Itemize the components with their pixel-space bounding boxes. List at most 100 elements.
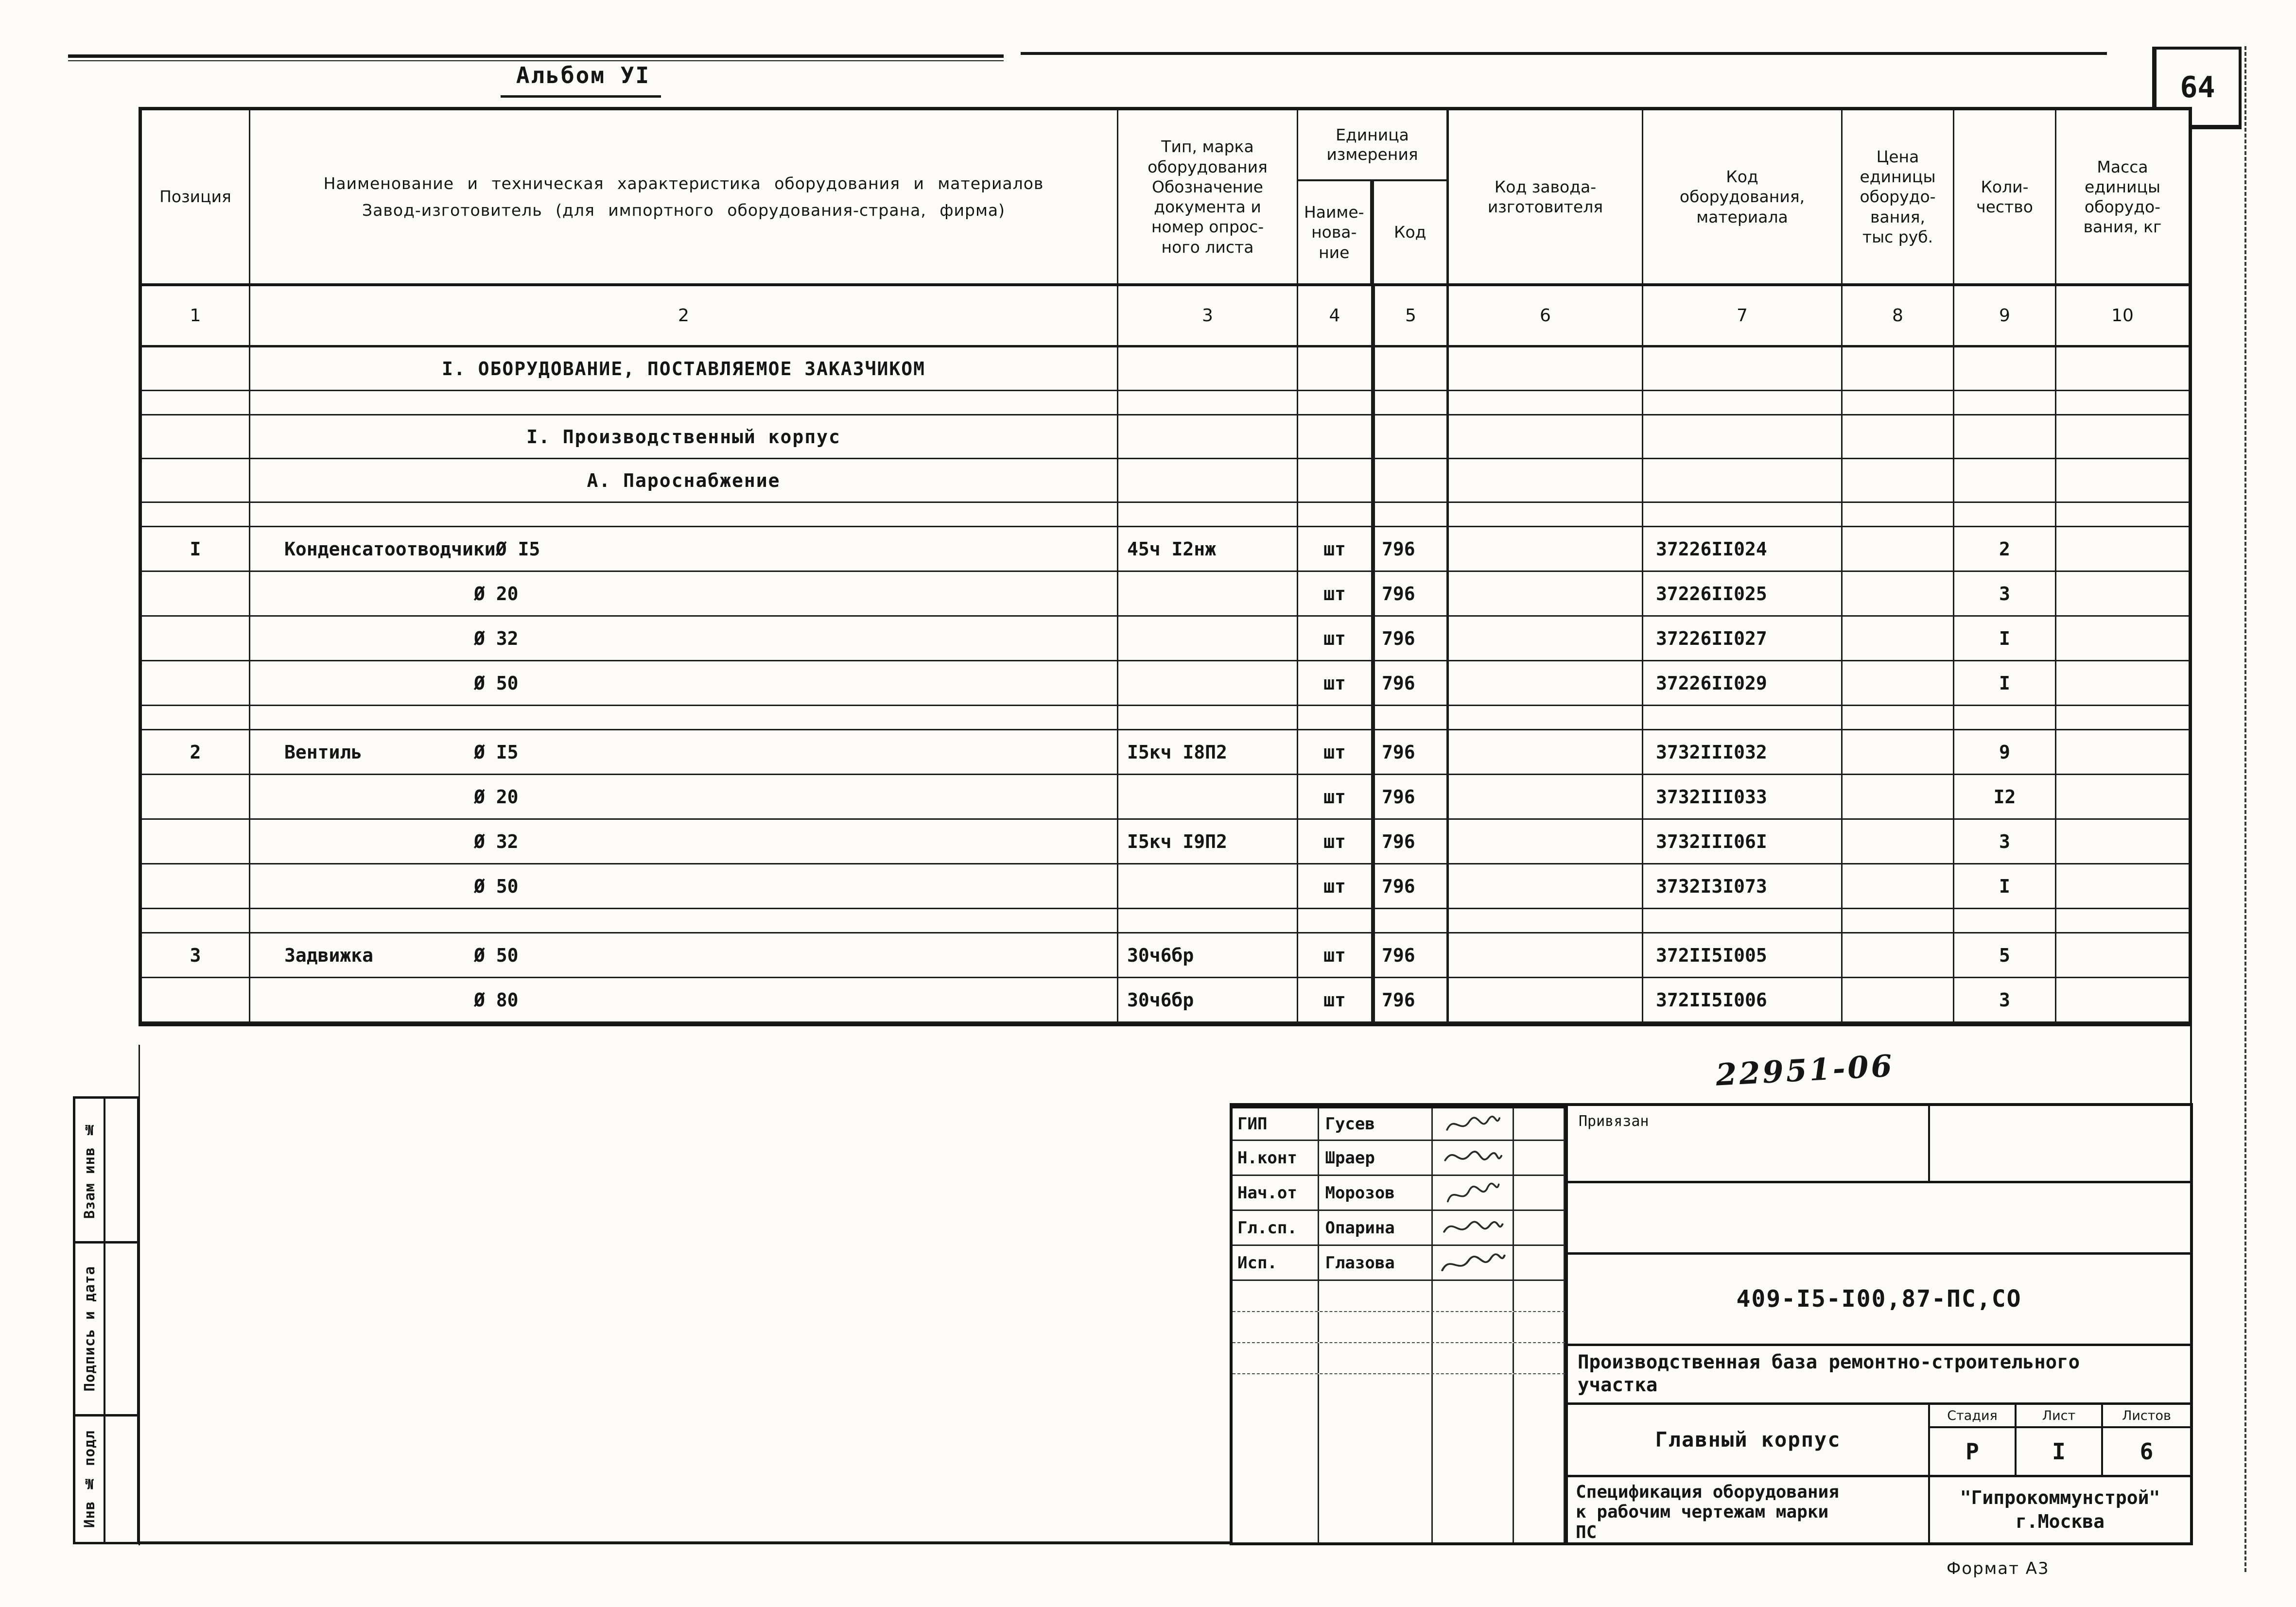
cell-factory-code: [1449, 820, 1643, 863]
cell-unit-name: шт: [1298, 933, 1375, 977]
cell-type-mark: [1118, 503, 1298, 526]
person-date-cell: [1514, 1108, 1565, 1140]
cell-unit-code: 796: [1375, 617, 1449, 660]
cell-type-mark: І5кч І9П2: [1118, 820, 1298, 863]
cell-type-mark: [1118, 572, 1298, 615]
table-row: 2 Вентиль Ø І5 І5кч І8П2 шт 796 3732ІІІ0…: [142, 730, 2189, 775]
cell-factory-code: [1449, 933, 1643, 977]
table-row: Ø 32 шт 796 37226ІІ027 І: [142, 617, 2189, 661]
empty-cell: [1319, 1374, 1433, 1542]
person-name: Морозов: [1319, 1176, 1433, 1210]
cell-unit-code: [1375, 459, 1449, 501]
cell-name: Конденсатоотводчики Ø І5: [250, 527, 1118, 570]
cell-price: [1843, 503, 1954, 526]
cell-equipment-code: [1643, 415, 1843, 458]
cell-unit-code: [1375, 415, 1449, 458]
cell-price: [1843, 617, 1954, 660]
empty-cell: [1233, 1281, 1320, 1311]
cell-unit-code: 796: [1375, 527, 1449, 570]
item-diameter: Ø 32: [474, 830, 519, 852]
cell-quantity: 3: [1954, 572, 2056, 615]
signature-row: ГИП Гусев: [1233, 1106, 1565, 1141]
cell-quantity: 2: [1954, 527, 2056, 570]
cell-position: [142, 459, 250, 501]
cell-name: Ø 80: [250, 978, 1118, 1021]
album-title: Альбом УІ: [516, 62, 651, 88]
cell-unit-code: 796: [1375, 933, 1449, 977]
item-diameter: Ø 20: [474, 786, 519, 808]
empty-cell: [1514, 1374, 1565, 1542]
cell-factory-code: [1449, 415, 1643, 458]
cell-price: [1843, 820, 1954, 863]
table-row: Ø 20 шт 796 3732ІІІ033 І2: [142, 775, 2189, 820]
cell-mass: [2056, 775, 2189, 818]
cell-mass: [2056, 527, 2189, 570]
cell-position: [142, 706, 250, 729]
cell-name: І. Производственный корпус: [250, 415, 1118, 458]
column-numbers-row: 1 2 3 4 5 6 7 8 9 10: [142, 286, 2189, 347]
cell-quantity: [1954, 347, 2056, 390]
empty-cell: [1514, 1312, 1565, 1342]
cell-price: [1843, 391, 1954, 414]
cell-unit-name: [1298, 706, 1375, 729]
cell-quantity: І: [1954, 661, 2056, 705]
binding-cell: Привязан: [1568, 1106, 1930, 1181]
cell-price: [1843, 661, 1954, 705]
table-row: [142, 391, 2189, 415]
cell-quantity: [1954, 503, 2056, 526]
cell-type-mark: І5кч І8П2: [1118, 730, 1298, 774]
cell-mass: [2056, 864, 2189, 908]
empty-cell: [1433, 1281, 1514, 1311]
col-header-unit-block: Единица измерения Наиме- нова- ние Код: [1298, 110, 1449, 283]
bottom-frame-line: [73, 1541, 2193, 1544]
signature-row: Н.конт Шраер: [1233, 1141, 1565, 1176]
cell-equipment-code: 3732І3І073: [1643, 864, 1843, 908]
cell-position: [142, 617, 250, 660]
handwritten-archive-number: 22951-06: [1715, 1048, 1896, 1093]
cell-name: Ø 20: [250, 572, 1118, 615]
cell-equipment-code: [1643, 459, 1843, 501]
cell-factory-code: [1449, 978, 1643, 1021]
page-number: 64: [2180, 70, 2215, 104]
cell-name: А. Пароснабжение: [250, 459, 1118, 501]
cell-name: Ø 50: [250, 661, 1118, 705]
table-body: І. ОБОРУДОВАНИЕ, ПОСТАВЛЯЕМОЕ ЗАКАЗЧИКОМ: [142, 347, 2189, 1023]
person-name: Опарина: [1319, 1211, 1433, 1244]
cell-mass: [2056, 415, 2189, 458]
cell-quantity: [1954, 706, 2056, 729]
spec-title-row: Спецификация оборудования к рабочим черт…: [1568, 1477, 2190, 1542]
item-diameter: Ø І5: [474, 741, 519, 763]
table-header: Позиция Наименование и техническая харак…: [142, 110, 2189, 286]
empty-signature-row: [1233, 1312, 1565, 1343]
item-diameter: Ø 80: [474, 989, 519, 1011]
cell-unit-name: шт: [1298, 730, 1375, 774]
cell-price: [1843, 459, 1954, 501]
cell-mass: [2056, 820, 2189, 863]
strip-label-cell: Инв № подл: [75, 1417, 105, 1542]
spec-title-cell: Спецификация оборудования к рабочим черт…: [1568, 1477, 1930, 1542]
table-row: І Конденсатоотводчики Ø І5 45ч І2нж шт 7…: [142, 527, 2189, 572]
cell-unit-code: 796: [1375, 730, 1449, 774]
cell-equipment-code: 372ІІ5І005: [1643, 933, 1843, 977]
cell-type-mark: [1118, 706, 1298, 729]
signature-scribble-icon: [1433, 1246, 1514, 1279]
cell-position: 3: [142, 933, 250, 977]
col-number: 5: [1375, 286, 1449, 345]
perforation-line: [2244, 46, 2246, 1572]
cell-price: [1843, 347, 1954, 390]
cell-mass: [2056, 391, 2189, 414]
cell-equipment-code: [1643, 347, 1843, 390]
cell-name: [250, 706, 1118, 729]
table-row: І. Производственный корпус: [142, 415, 2189, 459]
cell-equipment-code: [1643, 391, 1843, 414]
cell-quantity: 5: [1954, 933, 2056, 977]
cell-name: [250, 503, 1118, 526]
cell-quantity: [1954, 391, 2056, 414]
person-role: Н.конт: [1233, 1141, 1320, 1175]
empty-cell: [1319, 1312, 1433, 1342]
cell-equipment-code: 37226ІІ029: [1643, 661, 1843, 705]
cell-position: [142, 661, 250, 705]
person-date-cell: [1514, 1246, 1565, 1279]
cell-unit-code: [1375, 391, 1449, 414]
left-inventory-strip: Взам инв № Подпись и дата Инв № подл: [73, 1096, 139, 1544]
